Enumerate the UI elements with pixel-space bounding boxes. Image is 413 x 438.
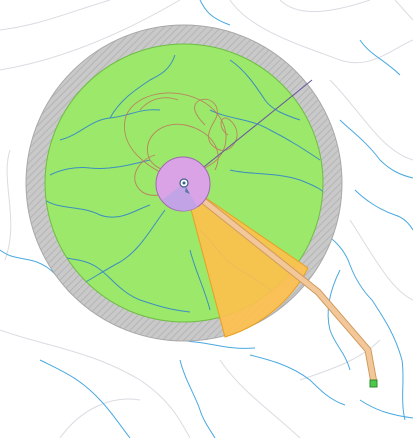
target-marker-icon[interactable] xyxy=(179,178,190,194)
sector-wedge[interactable] xyxy=(183,181,309,338)
waypoint-square-icon[interactable] xyxy=(369,379,378,388)
inner-zone-sector xyxy=(162,184,198,212)
route-corridor[interactable] xyxy=(196,194,378,387)
bearing-line xyxy=(183,79,313,184)
